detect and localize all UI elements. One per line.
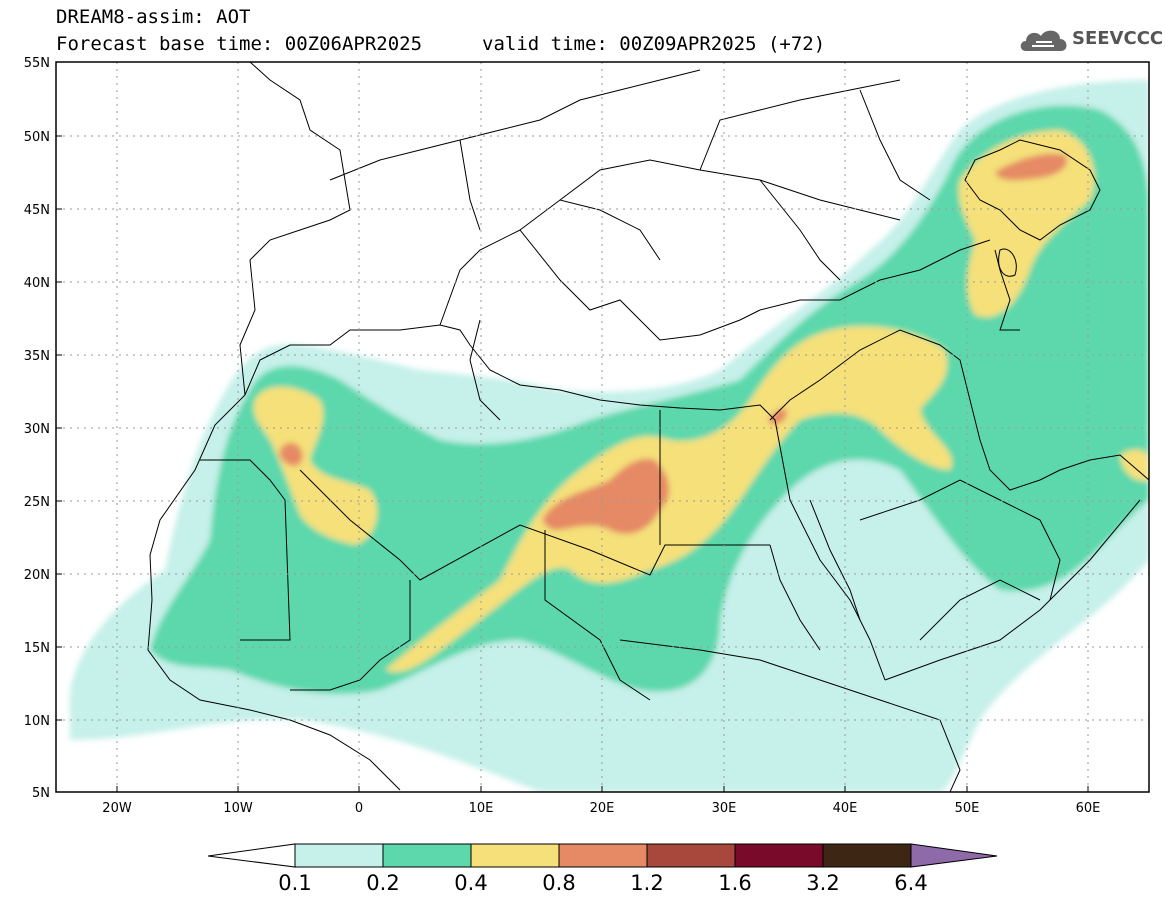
tick-marks xyxy=(56,61,1089,792)
lon-label-60e: 60E xyxy=(1076,801,1101,816)
colorbar-label: 3.2 xyxy=(806,871,839,895)
seevccc-logo: SEEVCCC xyxy=(1018,24,1163,56)
lon-labels: 20W 10W 0 10E 20E 30E 40E 50E 60E xyxy=(102,801,1100,816)
coastlines xyxy=(147,62,1149,792)
map-title: DREAM8-assim: AOT xyxy=(56,6,251,28)
lon-label-30e: 30E xyxy=(712,801,737,816)
colorbar-label: 6.4 xyxy=(894,871,927,895)
colorbar-segment xyxy=(822,843,912,868)
lon-label-20w: 20W xyxy=(102,801,132,816)
lon-label-50e: 50E xyxy=(955,801,980,816)
cloud-icon xyxy=(1020,30,1067,51)
lat-label-35n: 35N xyxy=(24,349,50,364)
gridlines xyxy=(56,62,1149,792)
valid-time: valid time: 00Z09APR2025 (+72) xyxy=(482,33,826,55)
colorbar: 0.1 0.2 0.4 0.8 1.2 1.6 3.2 6.4 xyxy=(207,843,998,895)
colorbar-segment xyxy=(734,843,824,868)
colorbar-segment xyxy=(382,843,472,868)
lat-label-10n: 10N xyxy=(24,714,50,729)
colorbar-label: 0.4 xyxy=(454,871,487,895)
colorbar-segment xyxy=(558,843,648,868)
colorbar-label: 0.8 xyxy=(542,871,575,895)
colorbar-upper-extend xyxy=(910,843,998,868)
colorbar-segment xyxy=(294,843,384,868)
lon-label-20e: 20E xyxy=(590,801,615,816)
lat-label-20n: 20N xyxy=(24,568,50,583)
lon-label-0: 0 xyxy=(355,801,363,816)
lat-label-40n: 40N xyxy=(24,276,50,291)
lat-label-25n: 25N xyxy=(24,495,50,510)
lat-labels: 55N 50N 45N 40N 35N 30N 25N 20N 15N 10N … xyxy=(24,56,50,801)
colorbar-lower-extend xyxy=(207,843,296,868)
logo-text: SEEVCCC xyxy=(1072,28,1164,49)
lat-label-50n: 50N xyxy=(24,130,50,145)
lat-label-45n: 45N xyxy=(24,203,50,218)
colorbar-segment xyxy=(646,843,736,868)
colorbar-label: 0.2 xyxy=(366,871,399,895)
lat-label-5n: 5N xyxy=(32,786,50,801)
colorbar-label: 1.6 xyxy=(718,871,751,895)
lon-label-10e: 10E xyxy=(469,801,494,816)
lat-label-15n: 15N xyxy=(24,641,50,656)
colorbar-label: 1.2 xyxy=(630,871,663,895)
lon-label-10w: 10W xyxy=(223,801,253,816)
lon-label-40e: 40E xyxy=(833,801,858,816)
lat-label-55n: 55N xyxy=(24,56,50,71)
colorbar-segment xyxy=(470,843,560,868)
colorbar-label: 0.1 xyxy=(278,871,311,895)
lat-label-30n: 30N xyxy=(24,422,50,437)
forecast-base-time: Forecast base time: 00Z06APR2025 xyxy=(56,33,423,55)
